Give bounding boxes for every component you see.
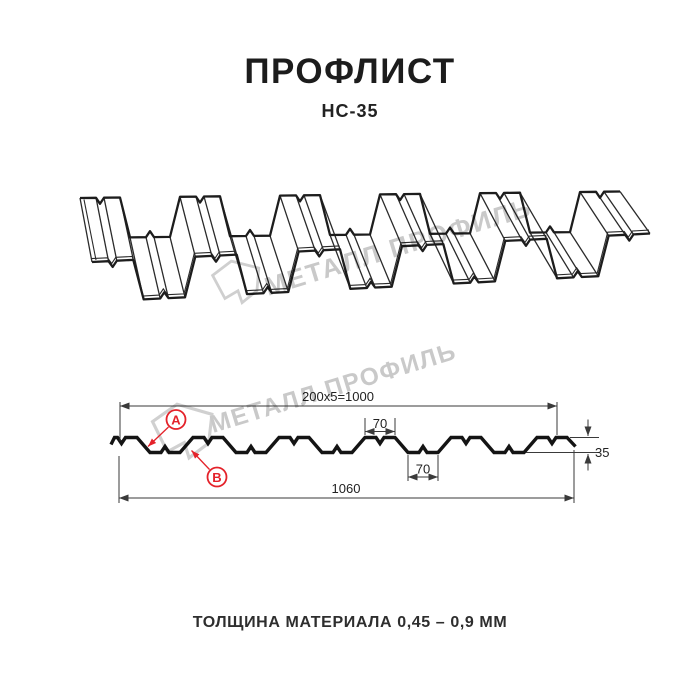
brand-watermark-text: МЕТАЛЛ ПРОФИЛЬ	[207, 338, 460, 439]
marker-b-arrow	[191, 450, 210, 470]
material-thickness-note: ТОЛЩИНА МАТЕРИАЛА 0,45 – 0,9 ММ	[192, 614, 508, 631]
profile-3d-view	[79, 190, 651, 301]
watermark-section: МЕТАЛЛ ПРОФИЛЬ	[150, 338, 460, 461]
marker-b-circle	[206, 466, 228, 488]
product-code: НС-35	[321, 101, 379, 121]
dim-valley-width-label: 70	[416, 462, 430, 477]
marker-a-arrow	[147, 426, 169, 447]
marker-a-label: А	[171, 413, 181, 428]
marker-b-label: В	[212, 470, 221, 485]
marker-a-circle	[165, 409, 187, 430]
dim-cover-width-label: 200x5=1000	[302, 389, 374, 404]
page-title: ПРОФЛИСТ	[244, 52, 456, 91]
dimension-labels: 200x5=1000 70 70 35 1060	[302, 389, 609, 496]
dimension-lines	[118, 402, 599, 503]
dim-crest-width-label: 70	[373, 416, 387, 431]
brand-logo-icon	[210, 259, 261, 306]
cross-section-profile	[109, 435, 577, 455]
dim-total-width-label: 1060	[332, 481, 361, 496]
dim-height-label: 35	[595, 445, 609, 460]
brand-logo-icon	[150, 402, 214, 461]
callout-markers: А В	[147, 409, 228, 488]
